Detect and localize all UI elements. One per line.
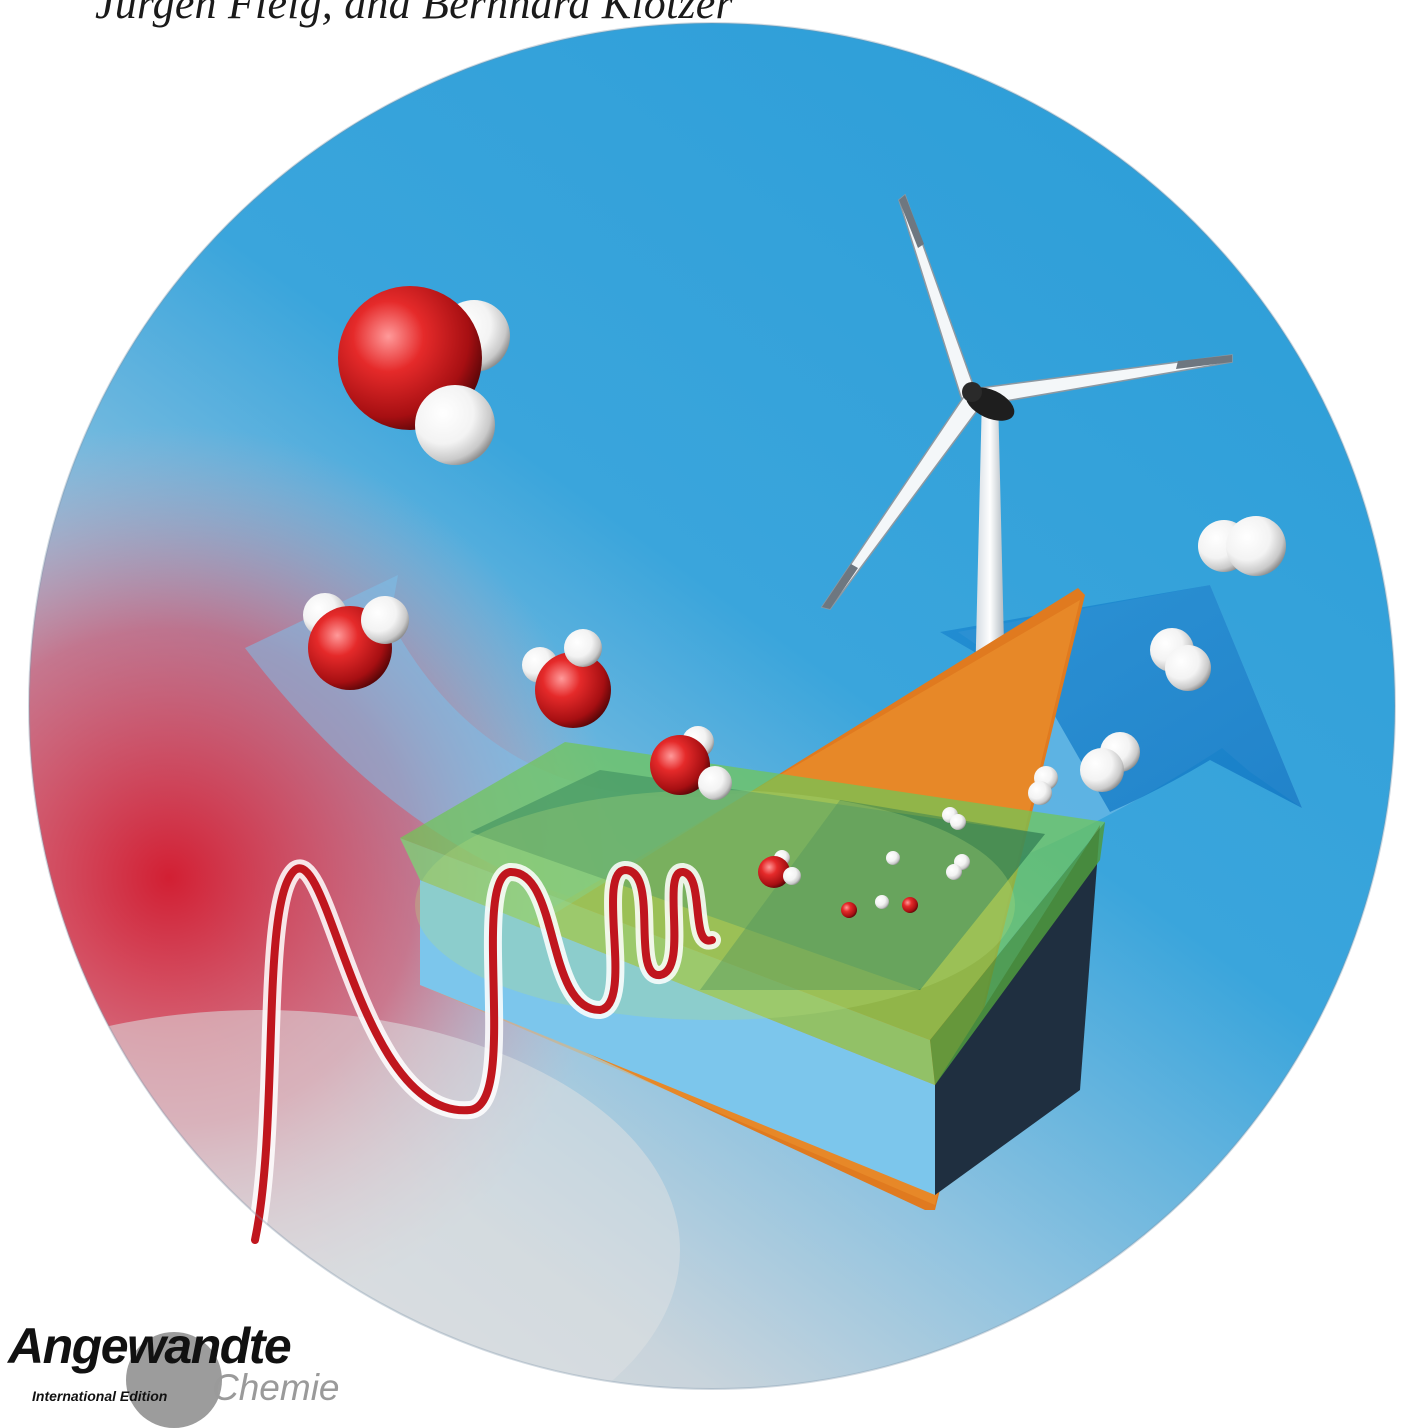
electrochemical-cell bbox=[400, 588, 1105, 1210]
hydrogen-molecule-icon bbox=[946, 854, 970, 880]
water-molecule-icon bbox=[303, 593, 409, 690]
author-line: Jürgen Fleig, and Bernhard Klötzer bbox=[95, 0, 733, 28]
logo-subtitle: Chemie bbox=[212, 1367, 340, 1408]
logo-edition: International Edition bbox=[32, 1388, 168, 1404]
wave-icon bbox=[246, 859, 721, 1249]
hydrogen-molecule-icon bbox=[1028, 766, 1058, 805]
water-molecule-icon bbox=[338, 286, 510, 465]
journal-logo: Angewandte International Edition Chemie bbox=[8, 1318, 340, 1428]
logo-disc bbox=[126, 1332, 222, 1428]
water-molecule-icon bbox=[650, 726, 732, 800]
hydrogen-molecule-icon bbox=[1198, 516, 1286, 576]
logo-title: Angewandte bbox=[8, 1318, 292, 1374]
hydrogen-molecule-icon bbox=[942, 807, 966, 830]
water-molecule-icon bbox=[522, 629, 611, 728]
disc-rim bbox=[28, 22, 1396, 1390]
ion-icon bbox=[841, 851, 918, 918]
hydrogen-molecule-icon bbox=[1150, 628, 1211, 691]
water-molecule-icon bbox=[758, 850, 801, 888]
hydrogen-molecule-icon bbox=[1080, 732, 1140, 792]
